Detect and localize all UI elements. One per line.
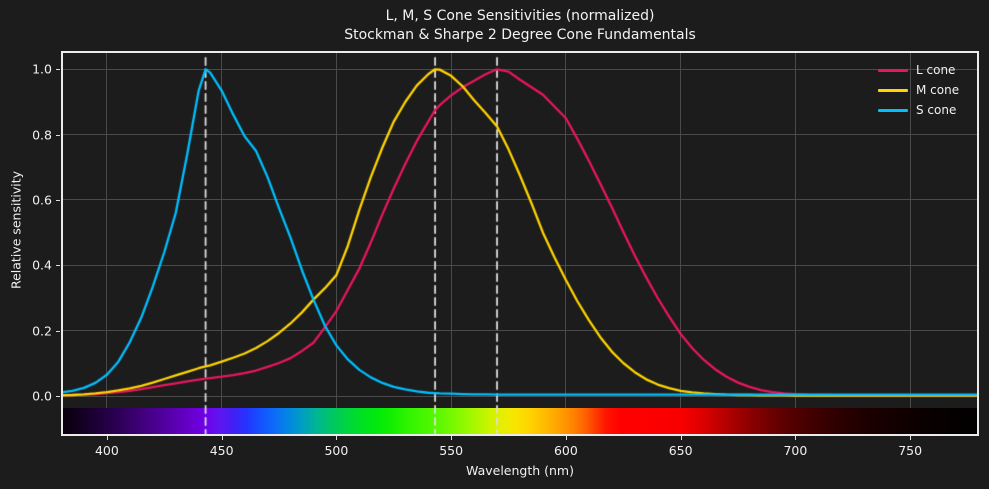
y-tick-label: 0.2 — [32, 323, 52, 339]
chart-title: L, M, S Cone Sensitivities (normalized) — [385, 8, 655, 24]
legend-label: M cone — [916, 83, 960, 97]
x-tick-label: 700 — [783, 443, 808, 458]
y-tick-label: 1.0 — [32, 61, 52, 77]
x-axis-label: Wavelength (nm) — [466, 463, 574, 478]
x-tick-mark — [221, 436, 223, 440]
x-tick-label: 550 — [439, 443, 464, 458]
x-tick-label: 500 — [324, 443, 349, 458]
s-cone-line-swatch — [878, 109, 908, 112]
cone-curves-canvas — [61, 51, 979, 436]
x-tick-mark — [680, 436, 682, 440]
y-tick-mark — [56, 330, 60, 332]
x-tick-mark — [336, 436, 338, 440]
x-tick-label: 400 — [94, 443, 119, 458]
y-tick-label: 0.4 — [32, 257, 52, 273]
chart-subtitle: Stockman & Sharpe 2 Degree Cone Fundamen… — [344, 27, 696, 43]
x-tick-label: 750 — [898, 443, 923, 458]
y-tick-mark — [56, 199, 60, 201]
x-tick-label: 650 — [668, 443, 693, 458]
y-tick-mark — [56, 265, 60, 267]
legend-label: L cone — [916, 63, 956, 77]
legend-item-m-cone: M cone — [878, 84, 959, 97]
x-tick-label: 450 — [209, 443, 234, 458]
x-tick-mark — [451, 436, 453, 440]
plot-area — [61, 51, 979, 436]
x-tick-mark — [565, 436, 567, 440]
x-tick-mark — [106, 436, 108, 440]
legend-label: S cone — [916, 103, 957, 117]
legend-item-l-cone: L cone — [878, 64, 959, 77]
x-tick-mark — [910, 436, 912, 440]
y-tick-label: 0.0 — [32, 388, 52, 404]
y-tick-mark — [56, 396, 60, 397]
m-cone-line-swatch — [878, 89, 908, 92]
legend: L cone M cone S cone — [878, 64, 959, 117]
x-tick-mark — [795, 436, 797, 440]
l-cone-line-swatch — [878, 69, 908, 72]
y-tick-mark — [56, 69, 60, 71]
x-tick-label: 600 — [553, 443, 578, 458]
y-tick-label: 0.8 — [32, 127, 52, 143]
legend-item-s-cone: S cone — [878, 104, 959, 117]
y-tick-label: 0.6 — [32, 192, 52, 208]
y-tick-mark — [56, 134, 60, 136]
